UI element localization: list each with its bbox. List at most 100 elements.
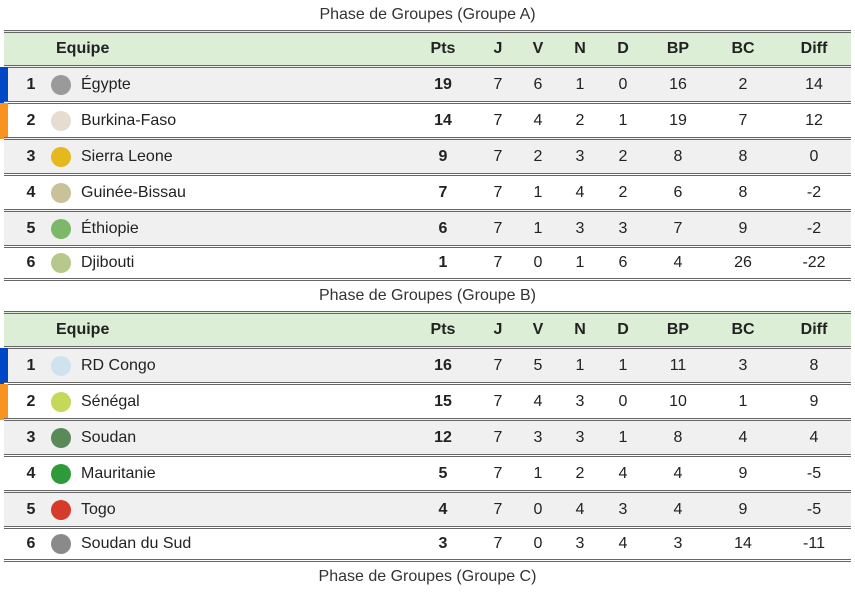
header-col[interactable]: Diff xyxy=(800,321,828,338)
standings-table: Equipe Pts J V N D BP BC Diff 1 Égypte 19 7 6 1 0 16 2 14 2… xyxy=(0,30,851,281)
group-title: Phase de Groupes (Groupe B) xyxy=(318,287,536,304)
rank: 2 xyxy=(26,111,36,129)
stat-cell: 8 xyxy=(673,147,683,165)
stat-cell: 12 xyxy=(805,111,823,129)
stat-cell: 4 xyxy=(618,535,628,552)
stat-cell: 4 xyxy=(438,500,448,518)
rank: 3 xyxy=(26,428,36,446)
senegal-flag-icon xyxy=(49,385,73,418)
stat-cell: -5 xyxy=(806,464,822,482)
team-name[interactable]: Sierra Leone xyxy=(81,147,173,165)
stat-cell: 26 xyxy=(734,254,752,271)
stat-cell: 3 xyxy=(438,535,448,552)
stat-cell: 2 xyxy=(575,464,585,482)
header-col[interactable]: Pts xyxy=(430,40,456,57)
stat-cell: 3 xyxy=(673,535,683,552)
table-row: 4 Mauritanie 5 7 1 2 4 4 9 -5 xyxy=(4,454,851,490)
header-col[interactable]: N xyxy=(574,321,586,338)
team-name[interactable]: Sénégal xyxy=(81,392,140,410)
header-team[interactable]: Equipe xyxy=(56,40,110,57)
stat-cell: 1 xyxy=(575,75,585,93)
team-name[interactable]: Togo xyxy=(81,500,116,518)
header-col[interactable]: J xyxy=(493,40,503,57)
stat-cell: 11 xyxy=(669,356,687,374)
stat-cell: 3 xyxy=(575,535,585,552)
table-row: 2 Sénégal 15 7 4 3 0 10 1 9 xyxy=(0,382,851,420)
stat-cell: 0 xyxy=(533,535,543,552)
header-col[interactable]: N xyxy=(574,40,586,57)
table-row: 5 Éthiopie 6 7 1 3 3 7 9 -2 xyxy=(4,209,851,245)
qualification-marker xyxy=(0,348,8,384)
table-header: Equipe Pts J V N D BP BC Diff xyxy=(4,311,851,346)
stat-cell: 7 xyxy=(438,183,448,201)
stat-cell: 1 xyxy=(618,356,628,374)
table-row: 1 RD Congo 16 7 5 1 1 11 3 8 xyxy=(0,346,851,384)
stat-cell: -2 xyxy=(806,219,822,237)
stat-cell: 10 xyxy=(669,392,687,410)
stat-cell: 16 xyxy=(669,75,687,93)
stat-cell: 2 xyxy=(533,147,543,165)
stat-cell: 6 xyxy=(618,254,628,271)
dr-congo-flag-icon xyxy=(49,349,73,382)
togo-flag-icon xyxy=(49,493,73,526)
team-name[interactable]: RD Congo xyxy=(81,356,156,374)
qualification-marker xyxy=(0,384,8,420)
stat-cell: 4 xyxy=(533,392,543,410)
stat-cell: 2 xyxy=(738,75,748,93)
table-row: 6 Soudan du Sud 3 7 0 3 4 3 14 -11 xyxy=(4,526,851,562)
team-name[interactable]: Burkina-Faso xyxy=(81,111,177,129)
header-col[interactable]: V xyxy=(532,321,544,338)
table-row: 6 Djibouti 1 7 0 1 6 4 26 -22 xyxy=(4,245,851,281)
team-name[interactable]: Soudan xyxy=(81,428,137,446)
group-title: Phase de Groupes (Groupe A) xyxy=(319,6,536,23)
rank: 6 xyxy=(26,535,36,552)
stat-cell: 7 xyxy=(493,392,503,410)
stat-cell: 9 xyxy=(738,219,748,237)
header-team[interactable]: Equipe xyxy=(56,321,110,338)
stat-cell: 6 xyxy=(533,75,543,93)
stat-cell: 3 xyxy=(575,392,585,410)
stat-cell: 7 xyxy=(493,428,503,446)
stat-cell: -11 xyxy=(803,535,825,552)
header-col[interactable]: Diff xyxy=(800,40,828,57)
table-row: 2 Burkina-Faso 14 7 4 2 1 19 7 12 xyxy=(0,101,851,139)
team-name[interactable]: Guinée-Bissau xyxy=(81,183,186,201)
header-col[interactable]: V xyxy=(532,40,544,57)
header-col[interactable]: J xyxy=(493,321,503,338)
mauritania-flag-icon xyxy=(49,457,73,490)
stat-cell: 3 xyxy=(533,428,543,446)
header-col[interactable]: BC xyxy=(731,321,755,338)
stat-cell: 8 xyxy=(738,147,748,165)
header-col[interactable]: D xyxy=(617,40,629,57)
stat-cell: 4 xyxy=(673,500,683,518)
qualification-marker xyxy=(0,103,8,139)
header-col[interactable]: BP xyxy=(666,40,690,57)
stat-cell: -22 xyxy=(802,254,826,271)
team-name[interactable]: Mauritanie xyxy=(81,464,156,482)
stat-cell: 19 xyxy=(669,111,687,129)
stat-cell: 7 xyxy=(493,356,503,374)
burkina-faso-flag-icon xyxy=(49,104,73,137)
table-row: 5 Togo 4 7 0 4 3 4 9 -5 xyxy=(4,490,851,526)
stat-cell: 0 xyxy=(533,254,543,271)
stat-cell: 7 xyxy=(493,254,503,271)
stat-cell: 7 xyxy=(493,535,503,552)
header-col[interactable]: BC xyxy=(731,40,755,57)
header-col[interactable]: Pts xyxy=(430,321,456,338)
header-col[interactable]: D xyxy=(617,321,629,338)
stat-cell: 3 xyxy=(575,219,585,237)
stat-cell: 16 xyxy=(434,356,452,374)
stat-cell: 9 xyxy=(738,500,748,518)
stat-cell: 3 xyxy=(618,219,628,237)
team-name[interactable]: Soudan du Sud xyxy=(81,535,192,552)
stat-cell: 12 xyxy=(434,428,452,446)
stat-cell: 4 xyxy=(575,183,585,201)
group-c-title: Phase de Groupes (Groupe C) xyxy=(318,568,537,585)
team-name[interactable]: Éthiopie xyxy=(81,219,139,237)
team-name[interactable]: Égypte xyxy=(81,75,131,93)
stat-cell: 3 xyxy=(575,428,585,446)
header-col[interactable]: BP xyxy=(666,321,690,338)
stat-cell: 2 xyxy=(575,111,585,129)
rank: 6 xyxy=(26,254,36,271)
team-name[interactable]: Djibouti xyxy=(81,254,135,271)
